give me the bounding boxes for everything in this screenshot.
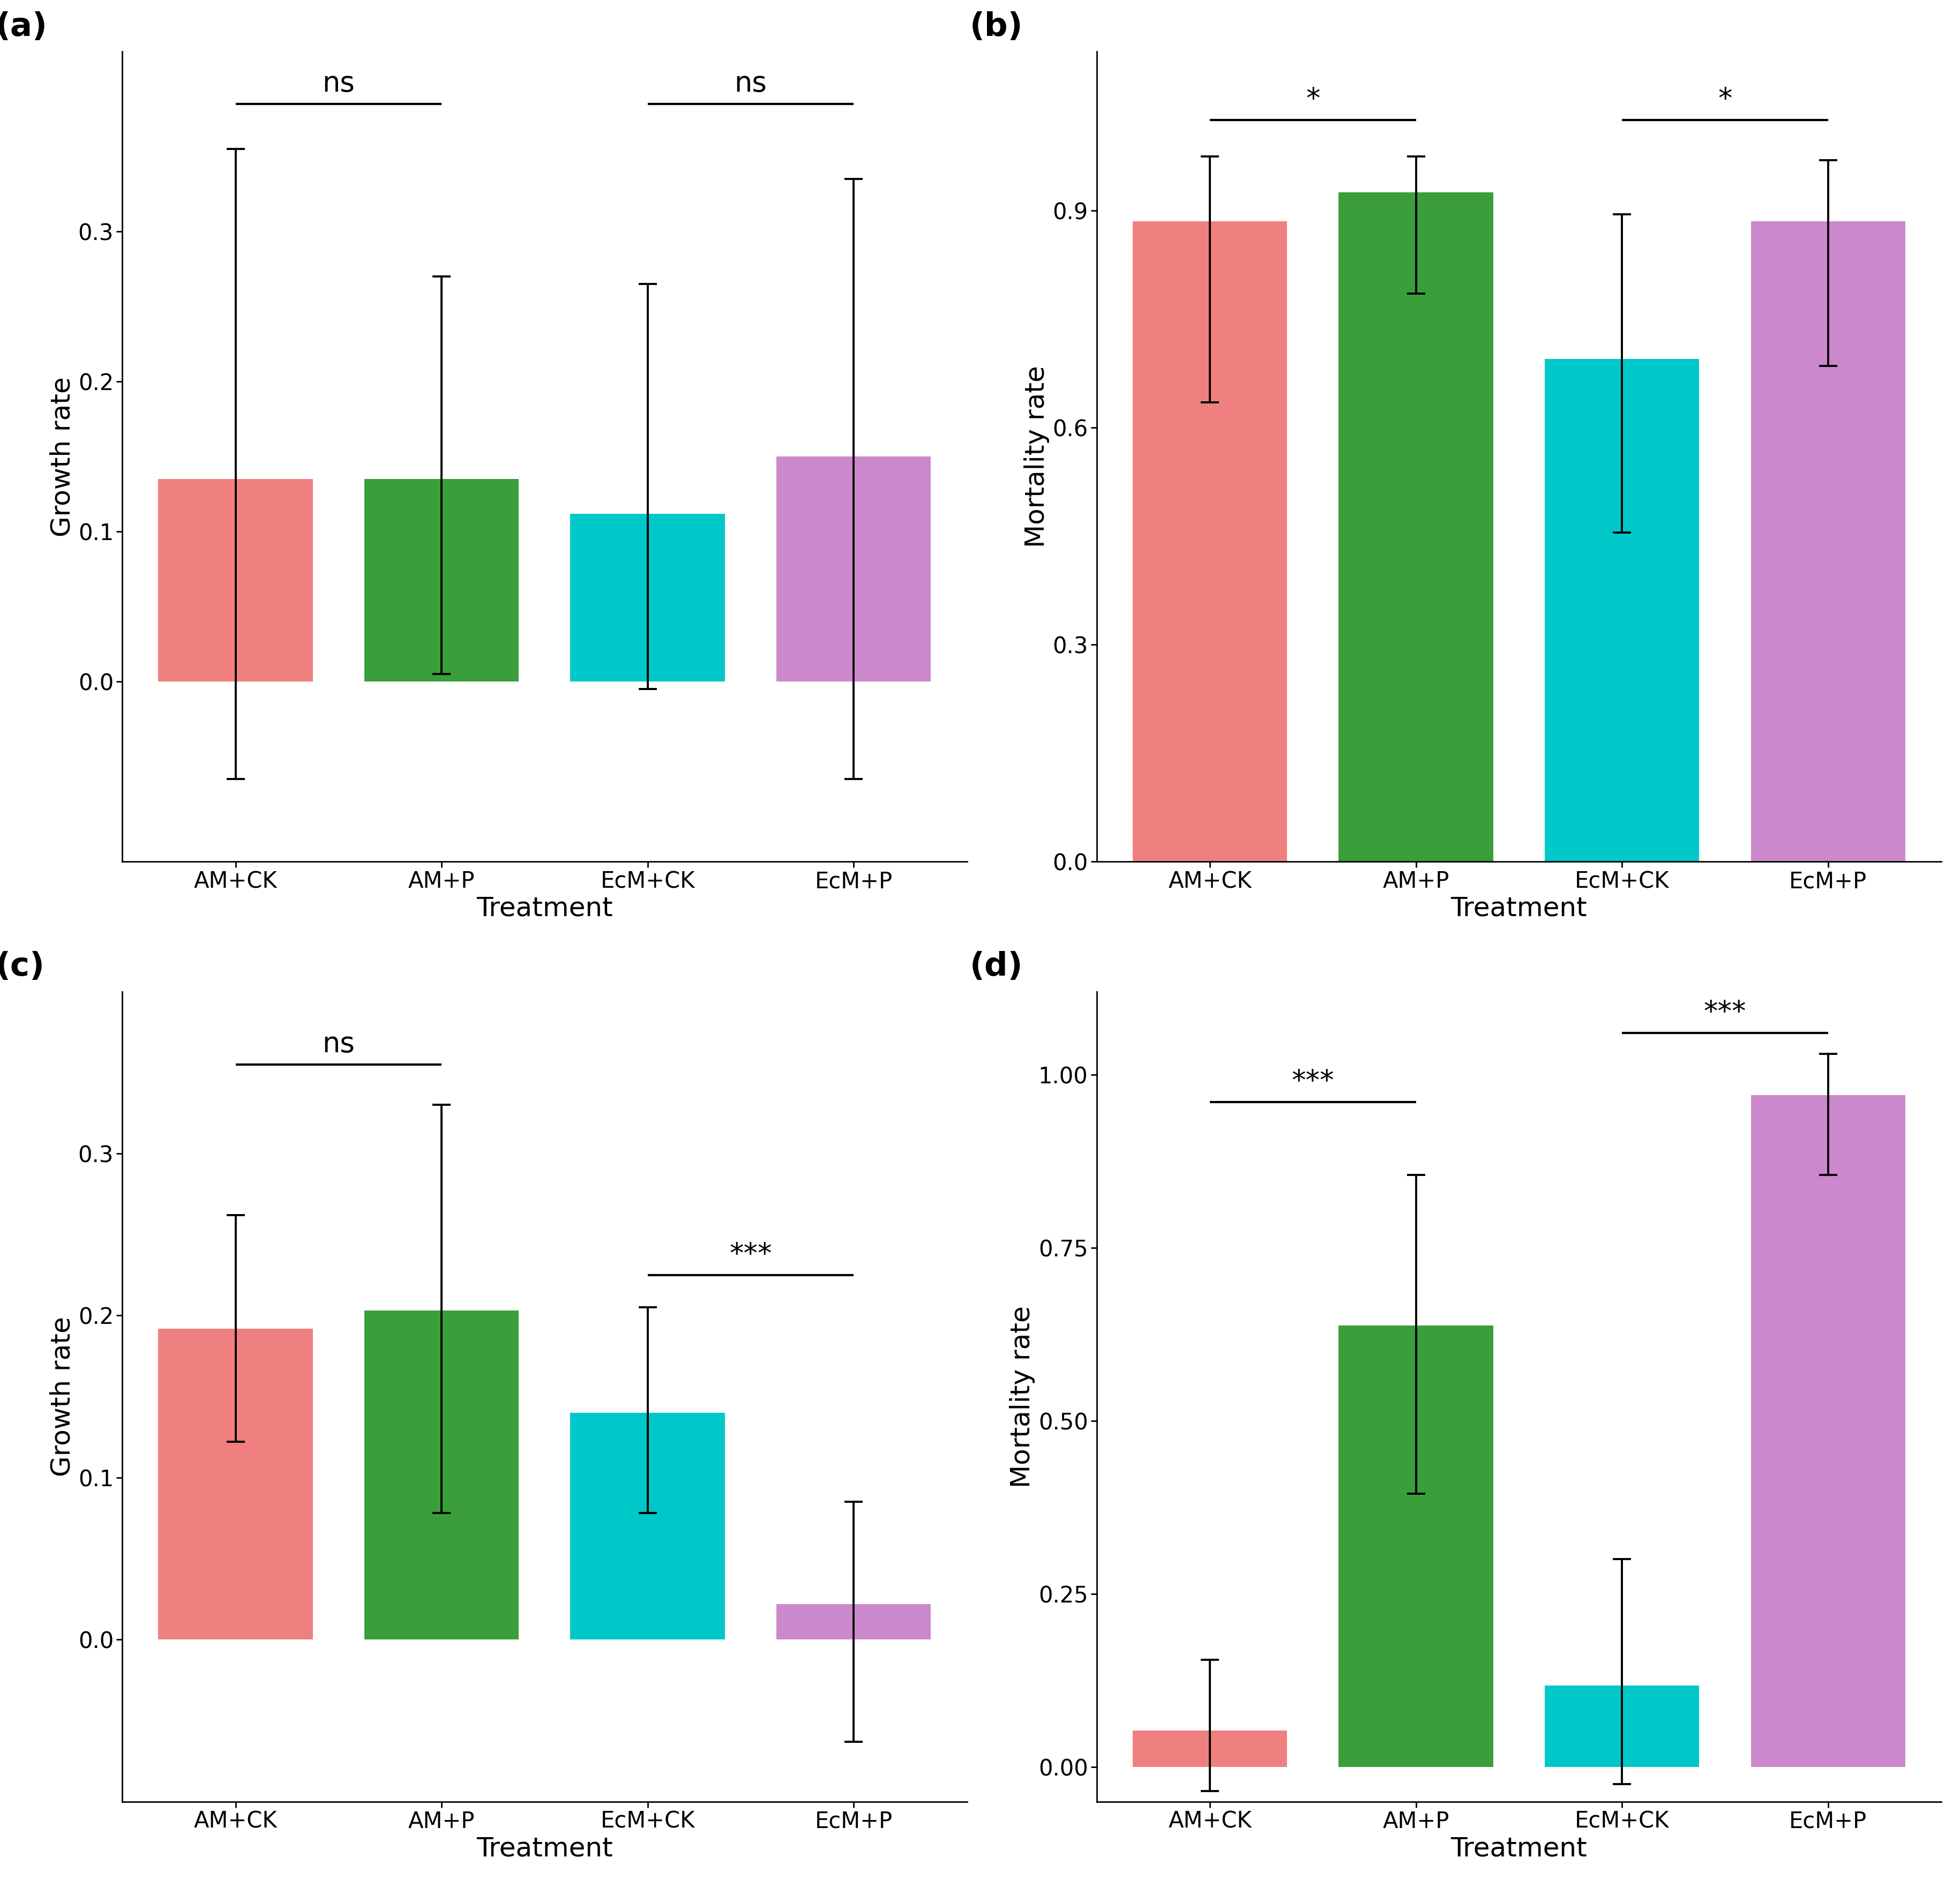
Text: ***: *** [1292,1068,1335,1096]
Bar [1339,1325,1494,1767]
Bar [1339,192,1494,861]
Text: (c): (c) [0,951,45,983]
Y-axis label: Growth rate: Growth rate [49,1316,74,1476]
Y-axis label: Mortality rate: Mortality rate [1009,1305,1035,1487]
Bar [159,1329,314,1639]
Bar [570,513,725,682]
Bar [1750,222,1905,861]
Text: ns: ns [735,70,766,98]
Bar [570,1412,725,1639]
Text: ns: ns [321,70,355,98]
X-axis label: Treatment: Treatment [1450,1835,1588,1861]
Text: (b): (b) [970,11,1023,43]
Text: *: * [1719,86,1733,113]
Bar [1544,359,1699,861]
Text: ***: *** [729,1241,772,1269]
Bar [159,479,314,682]
Text: (a): (a) [0,11,47,43]
Text: ns: ns [321,1030,355,1058]
Bar [1544,1684,1699,1767]
Bar [1133,1730,1288,1767]
X-axis label: Treatment: Treatment [1450,895,1588,921]
Bar [776,1604,931,1639]
Y-axis label: Growth rate: Growth rate [49,376,74,536]
Text: *: * [1305,86,1319,113]
X-axis label: Treatment: Treatment [476,1835,613,1861]
Y-axis label: Mortality rate: Mortality rate [1023,365,1049,547]
Bar [776,457,931,682]
Bar [1133,222,1288,861]
Text: (d): (d) [970,951,1023,983]
Text: ***: *** [1703,998,1746,1026]
Bar [365,479,519,682]
Bar [365,1310,519,1639]
X-axis label: Treatment: Treatment [476,895,613,921]
Bar [1750,1096,1905,1767]
